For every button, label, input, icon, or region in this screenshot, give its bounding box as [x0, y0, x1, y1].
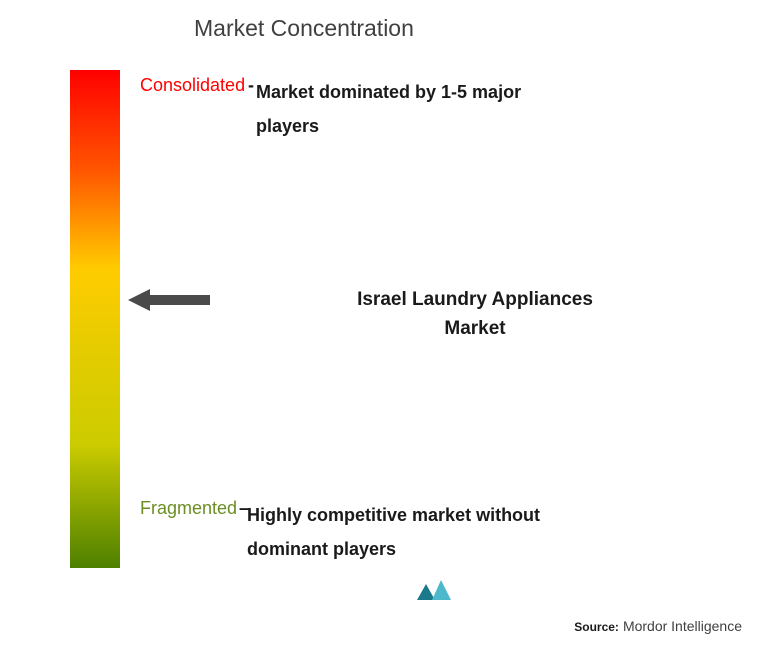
market-name-label: Israel Laundry Appliances Market: [345, 286, 605, 343]
chart-title: Market Concentration: [194, 15, 414, 42]
fragmented-label: Fragmented: [140, 498, 237, 519]
mordor-logo-icon: [415, 578, 453, 609]
position-arrow-icon: [128, 286, 210, 319]
source-label: Source:: [574, 620, 619, 634]
consolidated-dash: -: [248, 75, 254, 96]
consolidated-description: Market dominated by 1-5 major players: [256, 75, 546, 143]
source-value: Mordor Intelligence: [623, 618, 742, 634]
fragmented-description: Highly competitive market without domina…: [247, 498, 587, 566]
consolidated-label: Consolidated: [140, 75, 245, 96]
source-attribution: Source: Mordor Intelligence: [574, 618, 742, 634]
concentration-gradient-bar: [70, 70, 120, 568]
